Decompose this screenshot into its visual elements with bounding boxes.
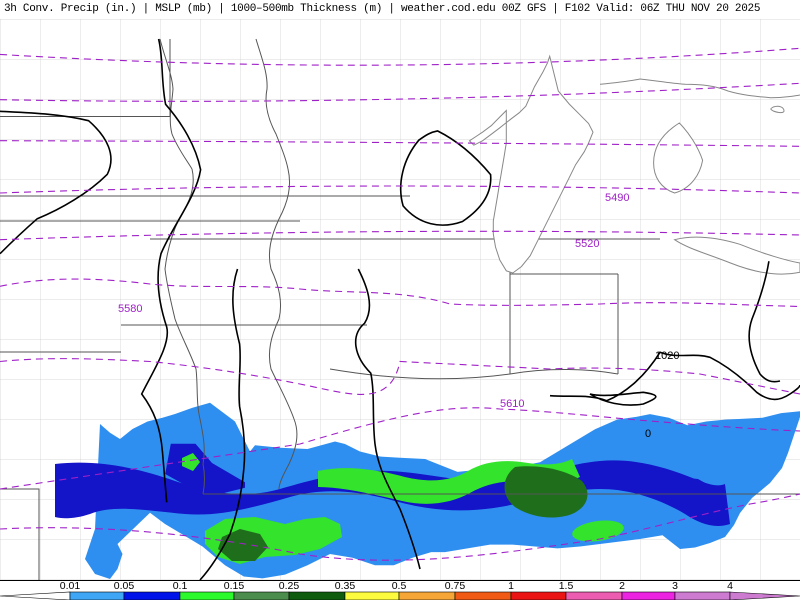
svg-text:0.75: 0.75 <box>445 581 466 592</box>
svg-text:0.01: 0.01 <box>60 581 81 592</box>
svg-text:0.05: 0.05 <box>114 581 135 592</box>
svg-text:1.5: 1.5 <box>559 581 574 592</box>
svg-text:4: 4 <box>727 581 733 592</box>
svg-text:5520: 5520 <box>575 238 599 250</box>
svg-text:3: 3 <box>672 581 678 592</box>
svg-text:0.1: 0.1 <box>173 581 188 592</box>
svg-text:5580: 5580 <box>118 303 142 315</box>
svg-text:2: 2 <box>619 581 625 592</box>
svg-text:1: 1 <box>508 581 514 592</box>
svg-text:5490: 5490 <box>605 192 629 204</box>
svg-text:0.35: 0.35 <box>335 581 356 592</box>
svg-text:0: 0 <box>645 428 651 440</box>
svg-text:0.25: 0.25 <box>279 581 300 592</box>
svg-text:0.15: 0.15 <box>224 581 245 592</box>
svg-text:0.5: 0.5 <box>392 581 407 592</box>
svg-text:1020: 1020 <box>655 350 679 362</box>
svg-text:5610: 5610 <box>500 398 524 410</box>
